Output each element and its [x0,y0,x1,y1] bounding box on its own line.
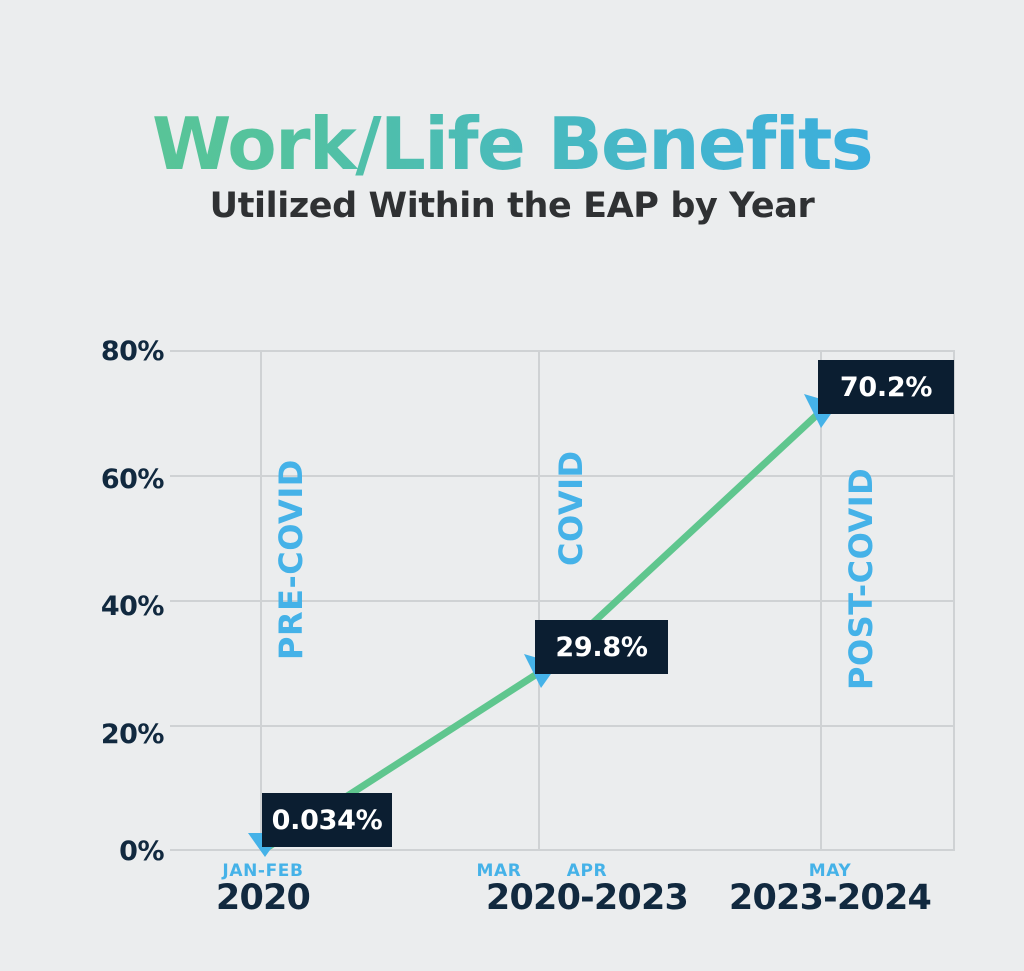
x-axis-group-2020: JAN-FEB 2020 [143,863,383,918]
gridline-horizontal-80 [170,350,955,352]
annotation-covid: COVID [552,450,590,566]
x-axis-group-2023-2024: MAY 2023-2024 [665,863,995,918]
chart-header: Work/Life Benefits Utilized Within the E… [0,0,1024,226]
x-axis-year-2023-2024: 2023-2024 [728,878,932,918]
gridline-vertical-4 [953,350,955,850]
y-axis-tick-80: 80% [100,336,165,367]
page-title: Work/Life Benefits [0,108,1024,180]
y-axis-tick-0: 0% [119,836,164,867]
data-label-1: 0.034% [262,793,392,847]
x-axis-group-mar: MAR [439,863,559,880]
x-axis-year-2020-2023: 2020-2023 [485,878,689,918]
x-axis-group-2020-2023: APR 2020-2023 [427,863,747,918]
gridline-vertical-1 [260,350,262,850]
y-axis-tick-40: 40% [100,591,165,622]
gridline-horizontal-0 [170,849,955,851]
page-subtitle: Utilized Within the EAP by Year [209,186,815,226]
data-label-2: 29.8% [535,620,668,674]
gridline-vertical-3 [820,350,822,850]
x-axis-month-apr: APR [566,861,608,881]
x-axis-month-jan-feb: JAN-FEB [222,861,304,881]
x-axis-month-mar: MAR [476,861,522,881]
data-label-3: 70.2% [818,360,954,414]
y-axis-tick-20: 20% [100,719,165,750]
annotation-post-covid: POST-COVID [842,467,880,690]
gridline-vertical-2 [538,350,540,850]
y-axis-tick-60: 60% [100,464,165,495]
x-axis-month-may: MAY [808,861,852,881]
x-axis-year-2020: 2020 [215,878,311,918]
annotation-pre-covid: PRE-COVID [272,459,310,660]
gridline-horizontal-20 [170,725,955,727]
